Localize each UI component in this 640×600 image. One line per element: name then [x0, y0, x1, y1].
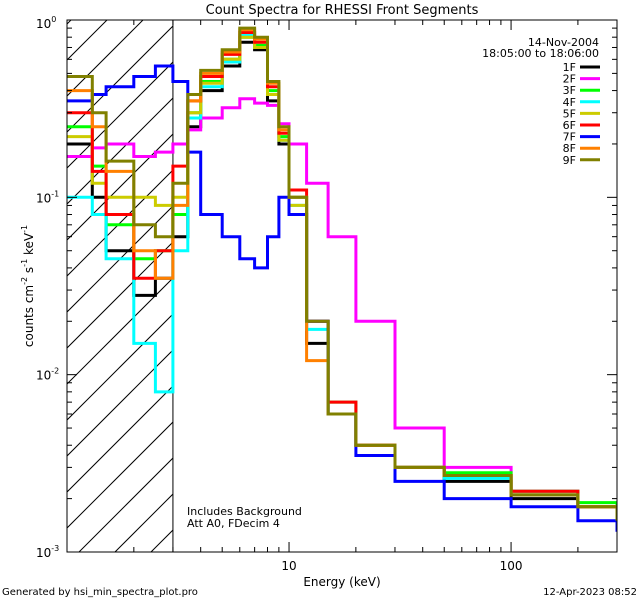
- shaded-region: [0, 0, 640, 552]
- generated-timestamp: 12-Apr-2023 08:52: [543, 587, 637, 598]
- y-axis-label-part: s: [22, 267, 36, 277]
- series-line-5F: [67, 35, 617, 516]
- y-tick-label-base: 10: [36, 17, 51, 31]
- annotation-background: Includes Background: [187, 505, 302, 518]
- series-line-9F: [67, 26, 617, 521]
- observation-date: 14-Nov-2004: [528, 36, 599, 49]
- y-axis-label-exponent: -2: [20, 277, 29, 285]
- y-axis-label: counts cm-2 s-1 keV-1: [20, 225, 36, 347]
- series-line-4F: [67, 33, 617, 516]
- hatch-line: [67, 277, 173, 385]
- y-tick-label-exponent: -2: [51, 367, 59, 376]
- legend-label-7F: 7F: [563, 131, 576, 144]
- annotation-attenuator: Att A0, FDecim 4: [187, 517, 280, 530]
- series-line-2F: [67, 97, 617, 521]
- series-line-8F: [67, 28, 617, 516]
- series-line-6F: [67, 31, 617, 516]
- axis-ticks: [66, 19, 618, 553]
- x-tick-label-100: 100: [500, 559, 523, 573]
- y-tick-label-base: 10: [36, 191, 51, 205]
- y-tick-label-1: 100: [36, 15, 56, 31]
- y-tick-label-base: 10: [36, 369, 51, 383]
- legend-label-4F: 4F: [563, 96, 576, 109]
- hatch-line: [67, 20, 108, 61]
- series-line-3F: [67, 35, 617, 516]
- hatch-line: [67, 20, 144, 97]
- hatch-line: [223, 0, 640, 552]
- y-axis-label-exponent: -1: [20, 225, 29, 233]
- series-line-7F: [67, 64, 617, 532]
- hatch-line: [67, 421, 173, 529]
- hatch-line: [0, 0, 103, 552]
- hatch-line: [259, 0, 640, 552]
- y-tick-label-0.01: 10-2: [36, 367, 59, 383]
- series-line-1F: [67, 40, 617, 521]
- chart-title: Count Spectra for RHESSI Front Segments: [206, 3, 479, 18]
- y-axis-label-part: keV: [22, 232, 36, 259]
- legend-label-1F: 1F: [563, 61, 576, 74]
- legend-label-8F: 8F: [563, 142, 576, 155]
- y-axis-label-exponent: -1: [20, 259, 29, 267]
- series-group: [67, 26, 617, 532]
- x-axis-label: Energy (keV): [303, 575, 380, 589]
- hatch-line: [67, 169, 173, 277]
- hatch-line: [67, 349, 173, 457]
- legend-label-6F: 6F: [563, 119, 576, 132]
- y-tick-label-exponent: -1: [51, 189, 59, 198]
- legend-label-5F: 5F: [563, 107, 576, 120]
- y-tick-label-exponent: -3: [51, 544, 59, 553]
- y-tick-label-0.1: 10-1: [36, 189, 59, 205]
- y-tick-label-base: 10: [36, 546, 51, 560]
- hatch-line: [78, 457, 173, 552]
- y-tick-label-0.001: 10-3: [36, 544, 59, 560]
- x-tick-label-10: 10: [281, 559, 296, 573]
- legend-label-3F: 3F: [563, 84, 576, 97]
- hatch-line: [114, 493, 173, 552]
- hatch-line: [67, 61, 173, 169]
- legend-label-9F: 9F: [563, 154, 576, 167]
- hatch-line: [67, 385, 173, 493]
- plot-frame: [66, 19, 618, 553]
- generated-by: Generated by hsi_min_spectra_plot.pro: [2, 587, 198, 598]
- hatch-line: [67, 20, 72, 25]
- hatch-line: [67, 25, 173, 133]
- y-axis-label-part: counts cm: [22, 285, 36, 347]
- y-tick-label-exponent: 0: [51, 15, 56, 24]
- observation-time-range: 18:05:00 to 18:06:00: [482, 47, 599, 60]
- legend-label-2F: 2F: [563, 73, 576, 86]
